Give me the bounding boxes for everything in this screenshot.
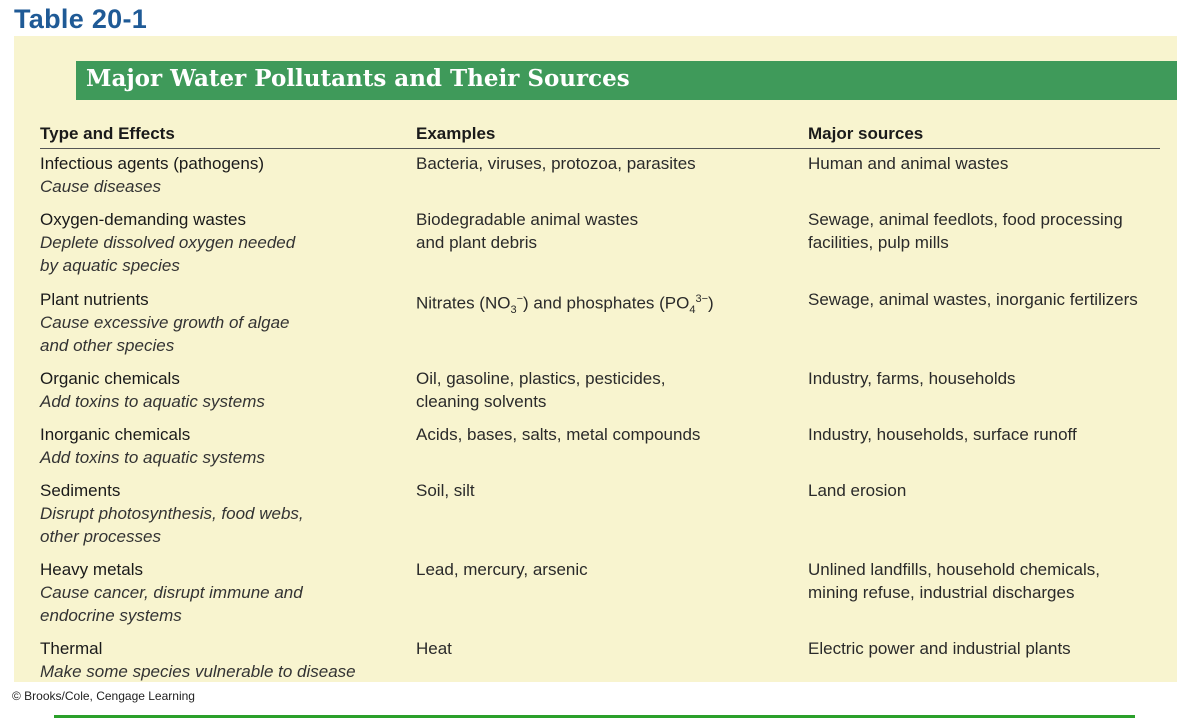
examples-cell: Biodegradable animal wastes and plant de… (416, 208, 796, 254)
pollutant-effect: Make some species vulnerable to disease (40, 662, 356, 681)
pollutant-type: Organic chemicals (40, 369, 180, 388)
source-text: Unlined landfills, household chemicals, (808, 560, 1100, 579)
type-cell: Plant nutrients Cause excessive growth o… (40, 288, 400, 357)
type-cell: Sediments Disrupt photosynthesis, food w… (40, 479, 400, 548)
chem-subscript: 4 (689, 304, 696, 317)
example-text: Biodegradable animal wastes (416, 210, 639, 229)
chem-superscript: − (516, 293, 524, 305)
sources-cell: Unlined landfills, household chemicals, … (808, 558, 1168, 604)
source-text: Land erosion (808, 481, 907, 500)
pollutant-effect: Add toxins to aquatic systems (40, 392, 265, 411)
example-text: Heat (416, 639, 452, 658)
example-text: Acids, bases, salts, metal compounds (416, 425, 701, 444)
pollutant-effect: Add toxins to aquatic systems (40, 448, 265, 467)
type-cell: Inorganic chemicals Add toxins to aquati… (40, 423, 400, 469)
example-text: Nitrates (NO3−) and phosphates (PO43−) (416, 288, 796, 322)
example-text: Soil, silt (416, 481, 475, 500)
source-text: Sewage, animal feedlots, food processing (808, 210, 1123, 229)
pollutant-type: Plant nutrients (40, 290, 149, 309)
example-text: Oil, gasoline, plastics, pesticides, (416, 369, 666, 388)
example-text: Lead, mercury, arsenic (416, 560, 588, 579)
chem-superscript: 3− (695, 293, 709, 305)
chem-text: ) (708, 293, 714, 313)
examples-cell: Lead, mercury, arsenic (416, 558, 796, 581)
pollutant-effect: other processes (40, 527, 161, 546)
chem-text: ) and phosphates (PO (523, 293, 690, 313)
bottom-divider (54, 715, 1135, 718)
pollutant-type: Sediments (40, 481, 121, 500)
header-examples: Examples (416, 124, 496, 143)
example-text: cleaning solvents (416, 392, 547, 411)
pollutant-type: Infectious agents (pathogens) (40, 154, 264, 173)
example-text: Bacteria, viruses, protozoa, parasites (416, 154, 696, 173)
pollutant-effect: Cause diseases (40, 177, 161, 196)
pollutant-type: Thermal (40, 639, 103, 658)
type-cell: Oxygen-demanding wastes Deplete dissolve… (40, 208, 400, 277)
source-text: Sewage, animal wastes, inorganic fertili… (808, 290, 1138, 309)
sources-cell: Industry, farms, households (808, 367, 1168, 390)
pollutant-effect: by aquatic species (40, 256, 180, 275)
title-banner: Major Water Pollutants and Their Sources (76, 61, 1177, 100)
pollutant-effect: Cause excessive growth of algae (40, 313, 290, 332)
example-text: and plant debris (416, 233, 537, 252)
pollutant-type: Oxygen-demanding wastes (40, 210, 247, 229)
type-cell: Thermal Make some species vulnerable to … (40, 637, 420, 683)
pollutant-effect: endocrine systems (40, 606, 182, 625)
type-cell: Heavy metals Cause cancer, disrupt immun… (40, 558, 400, 627)
examples-cell: Oil, gasoline, plastics, pesticides, cle… (416, 367, 796, 413)
pollutant-effect: Disrupt photosynthesis, food webs, (40, 504, 304, 523)
source-text: Electric power and industrial plants (808, 639, 1071, 658)
pollutant-type: Heavy metals (40, 560, 143, 579)
examples-cell: Heat (416, 637, 796, 660)
table-title: Major Water Pollutants and Their Sources (86, 65, 630, 92)
examples-cell: Soil, silt (416, 479, 796, 502)
examples-cell: Acids, bases, salts, metal compounds (416, 423, 796, 446)
header-major-sources: Major sources (808, 124, 924, 143)
sources-cell: Sewage, animal feedlots, food processing… (808, 208, 1168, 254)
pollutant-effect: Deplete dissolved oxygen needed (40, 233, 296, 252)
table-number-label: Table 20-1 (14, 4, 148, 34)
examples-cell: Bacteria, viruses, protozoa, parasites (416, 152, 796, 175)
source-text: Industry, farms, households (808, 369, 1016, 388)
sources-cell: Sewage, animal wastes, inorganic fertili… (808, 288, 1168, 311)
pollutant-type: Inorganic chemicals (40, 425, 191, 444)
header-divider (40, 148, 1160, 149)
table-panel (14, 36, 1177, 682)
source-text: Industry, households, surface runoff (808, 425, 1077, 444)
examples-cell: Nitrates (NO3−) and phosphates (PO43−) (416, 288, 796, 322)
source-text: Human and animal wastes (808, 154, 1009, 173)
header-type-and-effects: Type and Effects (40, 124, 175, 143)
type-cell: Organic chemicals Add toxins to aquatic … (40, 367, 400, 413)
type-cell: Infectious agents (pathogens) Cause dise… (40, 152, 400, 198)
source-text: mining refuse, industrial discharges (808, 583, 1075, 602)
copyright-credit: © Brooks/Cole, Cengage Learning (12, 689, 195, 703)
pollutant-effect: and other species (40, 336, 175, 355)
source-text: facilities, pulp mills (808, 233, 949, 252)
sources-cell: Industry, households, surface runoff (808, 423, 1168, 446)
chem-text: Nitrates (NO (416, 293, 511, 313)
sources-cell: Electric power and industrial plants (808, 637, 1168, 660)
pollutant-effect: Cause cancer, disrupt immune and (40, 583, 303, 602)
sources-cell: Land erosion (808, 479, 1168, 502)
chem-subscript: 3 (510, 304, 517, 317)
sources-cell: Human and animal wastes (808, 152, 1168, 175)
